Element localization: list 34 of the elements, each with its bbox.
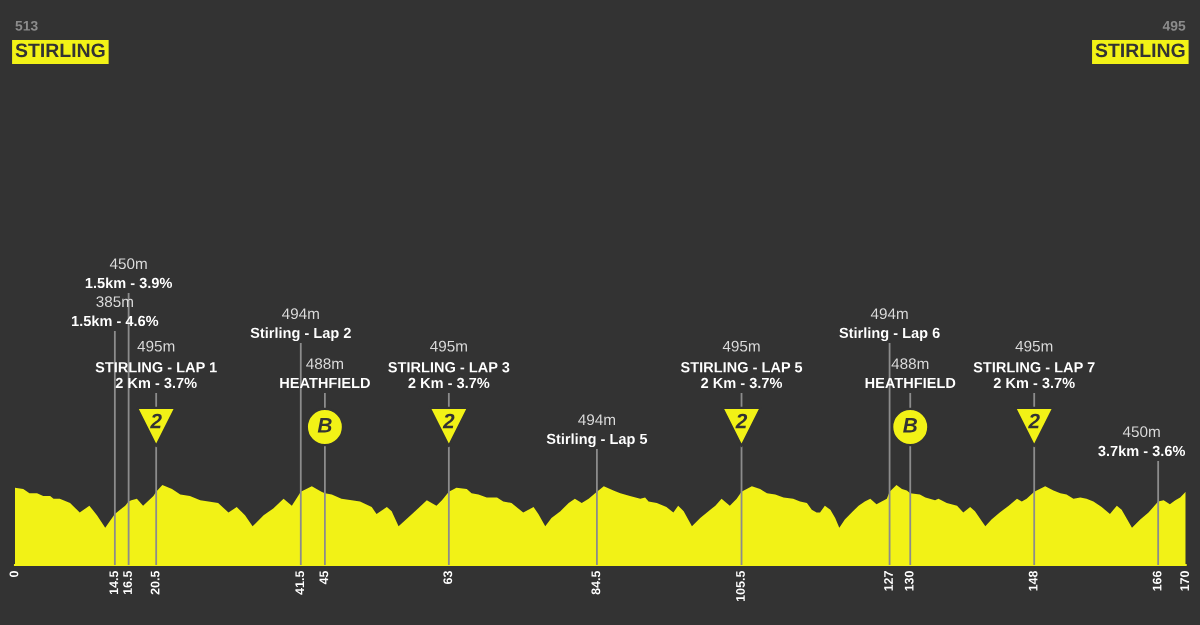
ref-line-label: 450m 1.5km - 3.9% <box>85 258 173 289</box>
ref-line-label: 385m 1.5km - 4.6% <box>72 296 159 327</box>
x-tick-label: 170 <box>1180 571 1190 591</box>
x-tick-label: 16.5 <box>123 570 132 595</box>
ref-line-label: 494m Stirling - Lap 5 <box>546 414 648 447</box>
x-tick-label: 63 <box>443 571 453 584</box>
x-tick-label: 148 <box>1028 570 1038 591</box>
series-label: B <box>317 418 332 433</box>
x-tick-label: 130 <box>904 571 914 591</box>
x-tick-label: 0 <box>9 571 19 578</box>
x-tick-label: 41.5 <box>295 570 305 595</box>
ref-line-label: 495m STIRLING - LAP 1 2 Km - 3.7% <box>95 340 217 389</box>
x-tick-label: 166 <box>1152 571 1162 591</box>
x-tick-label: 14.5 <box>109 570 119 595</box>
text: B <box>903 418 917 433</box>
ref-line-label: 495m STIRLING - LAP 3 2 Km - 3.7% <box>388 340 510 389</box>
x-tick-label: 105.5 <box>736 570 745 602</box>
x-tick-label: 20.5 <box>150 570 160 595</box>
text: 513 STIRLING <box>15 20 105 58</box>
series-label: 2 <box>150 413 162 429</box>
ref-line-label: 450m 3.7km - 3.6% <box>1098 426 1186 457</box>
ref-line-label: 495m STIRLING - LAP 7 2 Km - 3.7% <box>973 340 1095 389</box>
x-tick-label: 45 <box>319 570 329 585</box>
ref-line-label: 488m HEATHFIELD <box>280 358 370 388</box>
text: 495 STIRLING <box>1095 20 1186 58</box>
text: 2 <box>442 413 455 429</box>
ref-line-label: 495m STIRLING - LAP 5 2 Km - 3.7% <box>680 340 803 389</box>
x-tick-label: 127 <box>884 571 893 591</box>
text: 2 <box>1028 413 1040 429</box>
ref-line-label: 488m HEATHFIELD <box>865 358 956 388</box>
ref-line-label: 494m Stirling - Lap 6 <box>839 308 940 341</box>
ref-line-label: 494m Stirling - Lap 2 <box>250 308 351 341</box>
text: 2 <box>735 413 748 429</box>
x-tick-label: 84.5 <box>591 570 601 595</box>
